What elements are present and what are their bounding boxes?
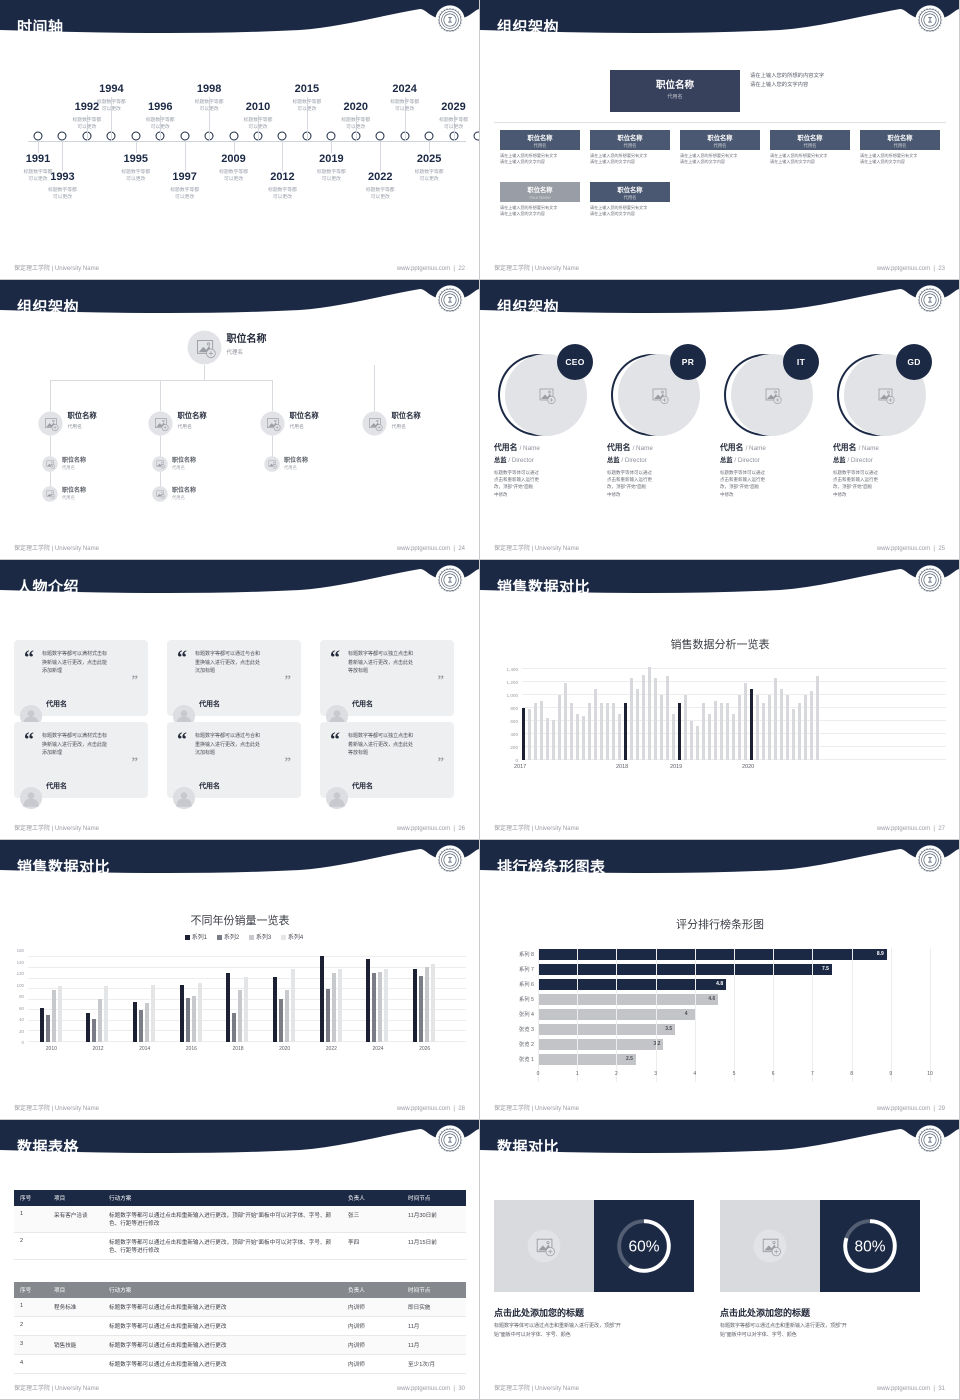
svg-text:80%: 80% xyxy=(854,1238,885,1255)
svg-text:60%: 60% xyxy=(628,1238,659,1255)
